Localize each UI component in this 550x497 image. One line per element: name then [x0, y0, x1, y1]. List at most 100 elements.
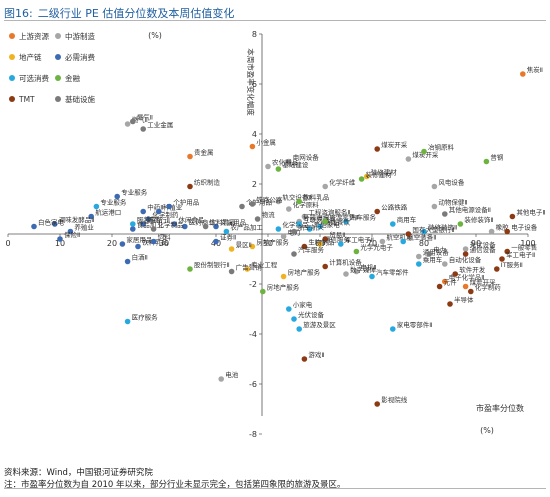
data-point	[374, 146, 381, 152]
data-point	[374, 401, 381, 407]
point-label: 燃气Ⅱ	[137, 113, 153, 122]
data-point	[119, 241, 126, 247]
bottom-rule	[4, 488, 546, 489]
data-point	[426, 251, 433, 257]
point-label: 房地产服务	[256, 238, 289, 247]
data-point	[140, 126, 146, 132]
data-point	[421, 148, 427, 155]
point-label: 铁路公路	[256, 195, 283, 204]
x-tick-label: 100	[520, 239, 535, 248]
legend-label: 地产链	[19, 52, 42, 62]
legend-marker	[9, 54, 15, 60]
data-point	[124, 318, 131, 325]
data-point	[114, 193, 120, 200]
data-point	[296, 221, 303, 227]
point-label: 专业服务	[121, 188, 148, 197]
point-label: 文娱用品	[220, 218, 246, 227]
data-point	[124, 258, 131, 265]
point-label: 通信设备	[470, 245, 497, 254]
point-label: 饮料乳品	[210, 218, 236, 227]
legend-marker	[9, 75, 15, 81]
point-label: 调味发酵品Ⅱ	[59, 215, 95, 224]
point-label: 计算机设备	[329, 258, 362, 267]
legend-marker	[55, 54, 61, 60]
data-point	[213, 223, 219, 230]
point-label: 通信服务	[324, 235, 351, 244]
legend-label: 上游资源	[19, 31, 49, 41]
point-label: 电子化学品Ⅱ	[449, 273, 485, 282]
point-label: 黑色家电	[314, 220, 341, 229]
data-point	[301, 356, 308, 362]
data-point	[280, 233, 287, 240]
y-tick-label: -2	[249, 280, 257, 289]
point-label: 光伏设备	[470, 240, 497, 249]
y-axis-label: 本周市盈率变化幅度	[246, 48, 256, 116]
point-label: 白色家电	[38, 218, 65, 227]
point-label: 化学制药	[475, 283, 502, 292]
point-label: 房地产服务	[267, 283, 300, 292]
data-point	[390, 221, 396, 227]
data-point	[286, 158, 292, 165]
point-label: 电机Ⅱ	[360, 263, 376, 272]
point-label: 军工电子Ⅱ	[506, 250, 535, 259]
data-point	[145, 216, 152, 222]
data-point	[306, 226, 313, 232]
data-point	[275, 226, 282, 232]
data-point	[338, 241, 344, 247]
x-tick-label: 30	[159, 239, 169, 248]
chart-axes: 0102030405060708090100-8-6-4-22468本周市盈率变…	[5, 30, 535, 439]
point-label: 商用车	[397, 215, 417, 224]
data-point	[390, 326, 396, 332]
legend-marker	[55, 75, 61, 81]
y-tick-label: 4	[252, 130, 257, 139]
x-tick-label: 10	[55, 239, 65, 248]
point-label: 纺织制造	[194, 178, 221, 187]
point-label: 汽车零部件	[376, 268, 409, 277]
data-point	[187, 153, 193, 160]
point-label: 股份制银行Ⅱ	[194, 260, 230, 269]
point-label: 食品加工	[137, 220, 164, 229]
point-label: 电子设备	[511, 223, 538, 232]
legend-marker	[55, 96, 61, 102]
legend-label: 基础设施	[65, 94, 95, 104]
data-point	[275, 198, 282, 205]
y-axis-unit: (%)	[148, 31, 162, 40]
data-point	[130, 221, 136, 227]
point-label: 汽车服务	[298, 245, 325, 254]
data-point	[416, 261, 422, 267]
data-point	[150, 226, 157, 232]
data-point	[291, 251, 297, 257]
point-label: 工业金属	[147, 120, 173, 129]
data-point	[504, 248, 511, 255]
point-label: 农产品加工	[230, 223, 263, 232]
data-point	[343, 271, 349, 277]
data-point	[249, 201, 256, 207]
data-point	[488, 228, 495, 235]
point-label: 航空机场	[386, 233, 413, 242]
data-point	[405, 231, 412, 237]
point-label: 化学制品	[158, 220, 184, 229]
data-point	[286, 306, 292, 312]
data-point	[457, 221, 464, 227]
point-label: 电池	[225, 370, 239, 379]
data-point	[405, 156, 412, 162]
point-label: 医药商业	[189, 218, 216, 227]
data-point	[462, 246, 469, 252]
data-point	[31, 223, 37, 230]
data-point	[483, 158, 490, 165]
data-point	[249, 143, 256, 150]
data-point	[374, 208, 381, 215]
data-point	[249, 243, 256, 250]
legend-marker	[9, 33, 15, 39]
point-label: 光伏设备	[298, 310, 325, 319]
data-point	[301, 213, 308, 220]
point-label: 互联网电商	[303, 215, 336, 224]
data-point	[442, 278, 448, 285]
point-label: 饲料	[158, 233, 172, 242]
point-label: 家居用品	[126, 235, 152, 244]
data-point	[343, 218, 349, 225]
data-point	[353, 248, 360, 255]
point-label: 生物制品	[308, 238, 334, 247]
data-point	[187, 266, 193, 272]
